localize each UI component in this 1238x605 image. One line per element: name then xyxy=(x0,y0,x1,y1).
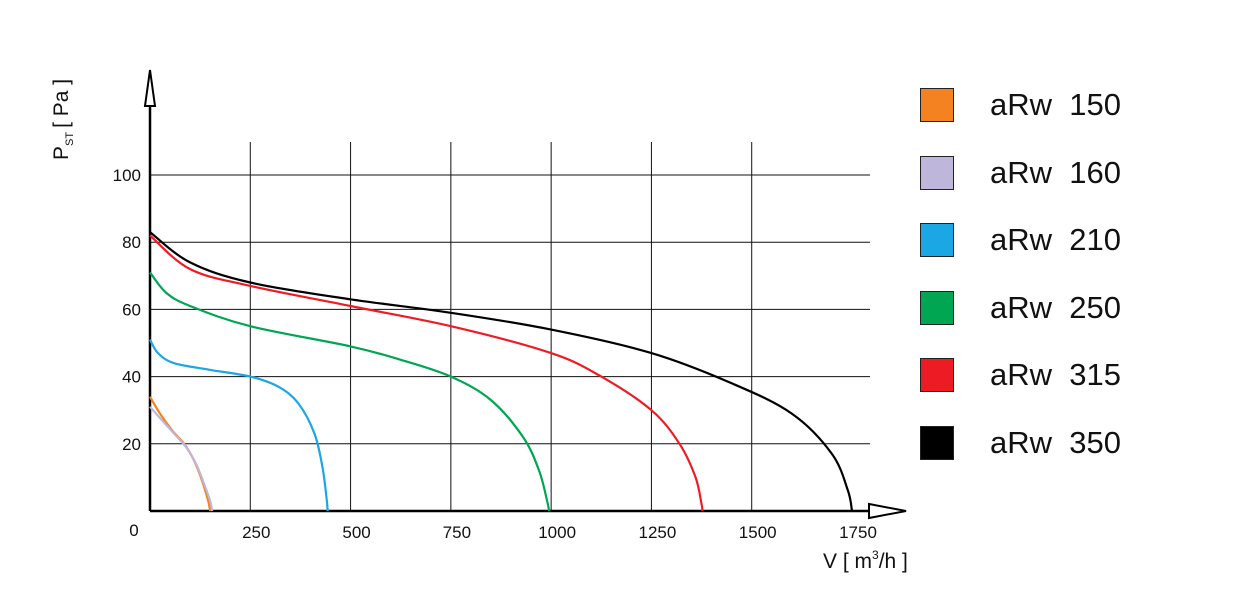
legend-item: aRw 315 xyxy=(920,357,1220,426)
series-line-arw-350 xyxy=(149,231,854,512)
y-tick-label: 100 xyxy=(113,166,141,185)
legend-label: aRw 160 xyxy=(990,154,1121,190)
legend: aRw 150 aRw 160 aRw 210 aRw 250 aRw 315 aRw 3… xyxy=(920,87,1220,494)
origin-label: 0 xyxy=(129,521,138,540)
legend-swatch xyxy=(920,358,954,392)
y-tick-label: 20 xyxy=(122,435,141,454)
series-line-arw-160 xyxy=(149,406,214,512)
x-axis-label: V [ m3/h ] xyxy=(823,548,908,573)
data-series xyxy=(149,231,854,512)
x-tick-label: 500 xyxy=(342,523,370,542)
x-tick-label: 250 xyxy=(242,523,270,542)
legend-item: aRw 350 xyxy=(920,424,1220,494)
legend-item: aRw 150 xyxy=(920,87,1220,156)
y-tick-label: 60 xyxy=(122,300,141,319)
legend-swatch xyxy=(920,223,954,257)
legend-label: aRw 315 xyxy=(990,357,1121,392)
y-tick-label: 40 xyxy=(122,368,141,387)
legend-label: aRw 350 xyxy=(990,424,1121,460)
chart-grid xyxy=(150,142,870,511)
legend-swatch xyxy=(920,88,954,122)
x-tick-label: 1250 xyxy=(639,523,677,542)
legend-label: aRw 150 xyxy=(990,87,1121,122)
y-tick-label: 80 xyxy=(122,233,141,252)
x-tick-label: 1000 xyxy=(538,523,576,542)
chart-axes xyxy=(143,69,907,520)
series-line-arw-250 xyxy=(149,271,551,512)
legend-item: aRw 250 xyxy=(920,289,1220,359)
x-tick-label: 1500 xyxy=(739,523,777,542)
tick-labels: 20 40 60 80 100 250 500 750 1000 1250 1500 1750 0 xyxy=(113,166,877,542)
legend-swatch xyxy=(920,425,954,460)
legend-item: aRw 210 xyxy=(920,222,1220,291)
legend-label: aRw 250 xyxy=(990,289,1121,325)
series-line-arw-150 xyxy=(149,396,212,512)
legend-swatch xyxy=(920,155,954,190)
legend-item: aRw 160 xyxy=(920,154,1220,224)
legend-label: aRw 210 xyxy=(990,222,1121,257)
x-axis-arrow xyxy=(868,502,907,520)
series-line-arw-210 xyxy=(149,339,329,512)
axis-labels: PST[ Pa ] V [ m3/h ] xyxy=(50,79,908,573)
y-axis-label: PST[ Pa ] xyxy=(50,79,76,160)
y-axis-arrow xyxy=(143,69,157,107)
series-line-arw-315 xyxy=(149,234,704,512)
legend-swatch xyxy=(920,290,954,325)
x-tick-label: 750 xyxy=(443,523,471,542)
x-tick-label: 1750 xyxy=(839,523,877,542)
